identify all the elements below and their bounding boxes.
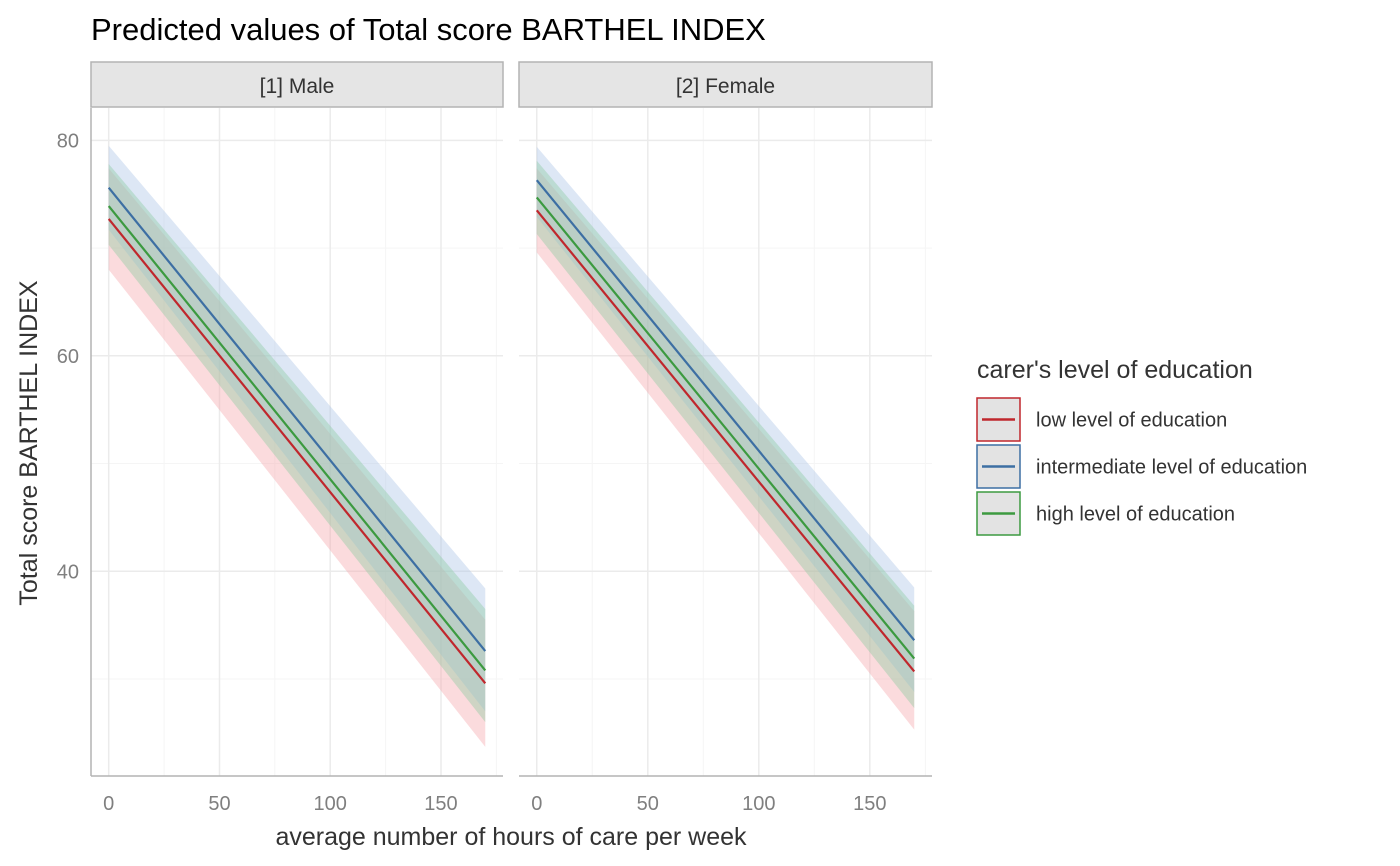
series-line-high-level-of-education bbox=[107, 205, 487, 672]
series-line-low-level-of-education bbox=[107, 218, 487, 685]
series-line-low-level-of-education bbox=[535, 209, 916, 673]
y-tick-label: 40 bbox=[57, 561, 79, 583]
confidence-band-high-level-of-education bbox=[536, 160, 915, 709]
confidence-band-intermediate-level-of-education bbox=[108, 145, 486, 712]
x-tick-label: 150 bbox=[424, 793, 457, 815]
legend: carer's level of education low level of … bbox=[976, 356, 1307, 536]
series-line-intermediate-level-of-education bbox=[107, 187, 487, 652]
legend-title: carer's level of education bbox=[977, 356, 1253, 384]
x-tick-label: 100 bbox=[314, 793, 347, 815]
x-tick-label: 100 bbox=[742, 793, 775, 815]
legend-label: intermediate level of education bbox=[1036, 457, 1307, 479]
y-tick-label: 60 bbox=[57, 346, 79, 368]
legend-item-intermediate-level-of-education: intermediate level of education bbox=[976, 444, 1307, 489]
x-tick-label: 150 bbox=[853, 793, 886, 815]
x-tick-label: 0 bbox=[103, 793, 114, 815]
strip-label: [2] Female bbox=[676, 75, 775, 98]
strip-background bbox=[518, 61, 933, 108]
x-tick-label: 50 bbox=[637, 793, 659, 815]
chart-title: Predicted values of Total score BARTHEL … bbox=[91, 12, 766, 47]
y-tick-label: 80 bbox=[57, 130, 79, 152]
x-tick-label: 0 bbox=[531, 793, 542, 815]
series-line-high-level-of-education bbox=[535, 196, 916, 660]
legend-label: high level of education bbox=[1036, 504, 1235, 526]
panel-2-female: [2] Female 0 50 100 150 bbox=[518, 61, 933, 815]
confidence-band-low-level-of-education bbox=[108, 168, 486, 747]
panel-1-male: [1] Male 0 50 100 150 40 60 80 bbox=[57, 61, 504, 815]
legend-item-low-level-of-education: low level of education bbox=[976, 397, 1227, 442]
x-axis-title: average number of hours of care per week bbox=[275, 823, 747, 851]
series-line-intermediate-level-of-education bbox=[535, 179, 916, 641]
y-axis-title: Total score BARTHEL INDEX bbox=[15, 280, 43, 605]
confidence-band-low-level-of-education bbox=[536, 168, 915, 730]
x-tick-label: 50 bbox=[208, 793, 230, 815]
legend-label: low level of education bbox=[1036, 410, 1227, 432]
legend-item-high-level-of-education: high level of education bbox=[976, 491, 1235, 536]
strip-label: [1] Male bbox=[260, 75, 335, 98]
strip-background bbox=[90, 61, 504, 108]
panels-layer: [1] Male 0 50 100 150 40 60 80 [2] Female 0 50 100 1… bbox=[57, 61, 933, 815]
